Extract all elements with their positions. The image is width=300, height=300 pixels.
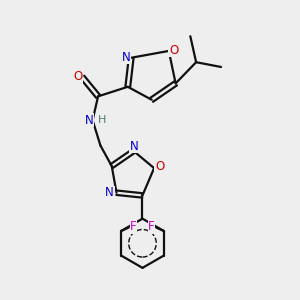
Text: N: N: [122, 51, 131, 64]
Text: O: O: [74, 70, 83, 83]
Text: N: N: [85, 114, 94, 127]
Text: N: N: [105, 186, 114, 199]
Text: N: N: [130, 140, 139, 153]
Text: O: O: [169, 44, 178, 57]
Text: F: F: [130, 220, 137, 233]
Text: H: H: [98, 115, 106, 124]
Text: O: O: [155, 160, 164, 173]
Text: F: F: [148, 220, 155, 233]
